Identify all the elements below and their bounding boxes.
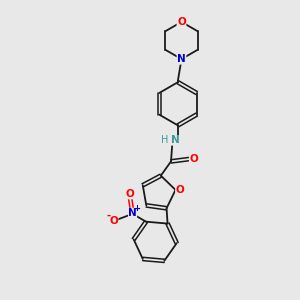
Text: N: N xyxy=(170,135,179,146)
Text: O: O xyxy=(177,17,186,27)
Text: O: O xyxy=(126,189,134,199)
Text: O: O xyxy=(110,216,118,226)
Text: H: H xyxy=(161,135,169,146)
Text: N: N xyxy=(177,54,186,64)
Text: O: O xyxy=(189,154,198,164)
Text: N: N xyxy=(128,208,137,218)
Text: O: O xyxy=(176,185,184,195)
Text: +: + xyxy=(133,204,140,213)
Text: -: - xyxy=(106,211,111,221)
